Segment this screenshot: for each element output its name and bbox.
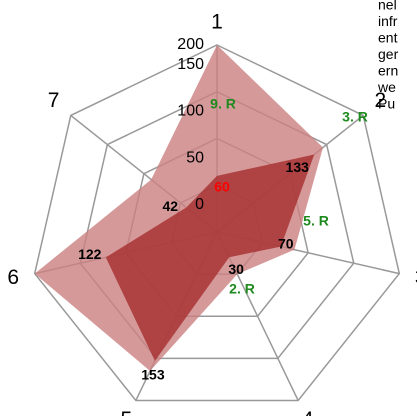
side-text: we: [377, 79, 396, 95]
data-label: 122: [78, 246, 102, 262]
side-text: Pu: [378, 96, 395, 112]
series-area: [105, 154, 315, 361]
series-area: [34, 45, 323, 371]
data-label: 70: [278, 235, 294, 251]
rank-label: 3. R: [342, 109, 368, 125]
side-text: ent: [378, 30, 398, 46]
axis-label: 1: [211, 11, 223, 34]
axis-label: 3: [415, 266, 417, 289]
data-label: 42: [163, 198, 179, 214]
data-label: 30: [228, 261, 244, 277]
side-text: infr: [378, 13, 398, 29]
rank-label: 9. R: [210, 96, 236, 112]
axis-label: 4: [302, 408, 314, 416]
rank-label: 2. R: [229, 281, 255, 297]
axis-label: 2: [375, 89, 387, 112]
grid-ring: [79, 90, 355, 360]
side-text: ern: [378, 63, 398, 79]
y-tick-label: 100: [177, 103, 204, 120]
data-label: 60: [214, 179, 230, 195]
axis-label: 6: [7, 266, 19, 289]
y-tick-label: 0: [195, 196, 204, 213]
data-label: 153: [141, 367, 165, 383]
axis-label: 7: [48, 89, 60, 112]
rank-label: 5. R: [303, 213, 329, 229]
y-tick-label: 50: [186, 149, 204, 166]
y-tick-label: 150: [177, 56, 204, 73]
axis-label: 5: [120, 408, 132, 416]
side-text: nel: [378, 0, 397, 13]
side-text: ger: [378, 46, 399, 62]
grid-ring: [33, 44, 401, 402]
y-tick-label: 200: [177, 36, 204, 53]
data-label: 133: [286, 159, 310, 175]
